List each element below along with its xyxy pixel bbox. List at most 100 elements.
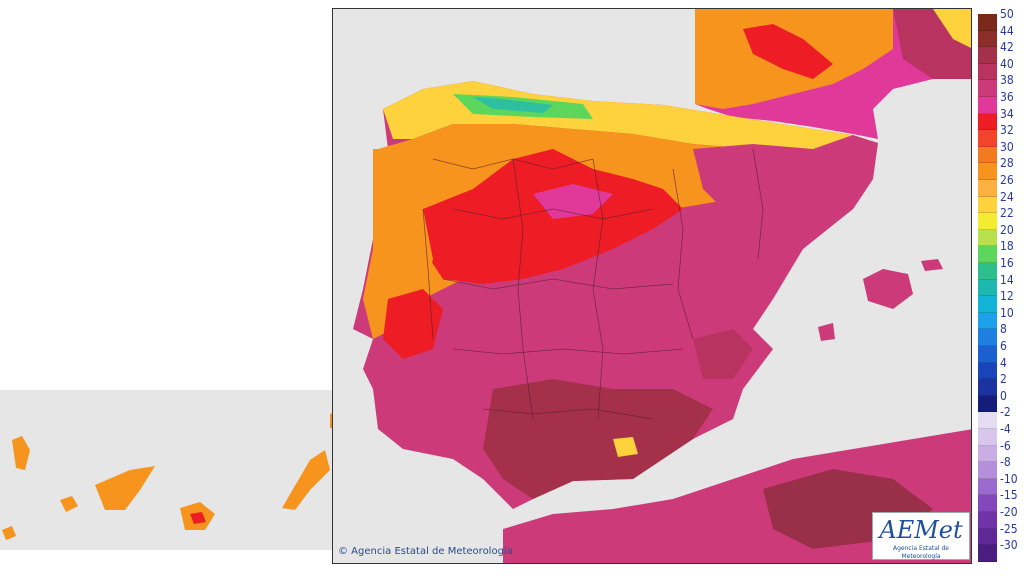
legend-entry: 34: [976, 107, 1024, 133]
legend-label: 16: [1000, 256, 1014, 270]
legend-label: 26: [1000, 173, 1014, 187]
legend-label: 44: [1000, 23, 1014, 38]
lanzarote: [330, 413, 332, 429]
legend-swatch: [978, 296, 997, 313]
legend-swatch: [978, 329, 997, 346]
legend-label: 50: [1000, 7, 1014, 21]
legend-swatch: [978, 213, 997, 230]
aemet-logo: AEMet Agencia Estatal de Meteorología: [872, 512, 970, 560]
legend-entry: 6: [976, 339, 1024, 365]
legend-swatch: [978, 63, 997, 81]
legend-label: -10: [1000, 471, 1018, 486]
logo-text: AEMet: [879, 516, 963, 544]
logo-subtitle: Agencia Estatal de Meteorología: [892, 545, 949, 560]
legend-label: 30: [1000, 139, 1014, 154]
france-red-area: [743, 24, 833, 79]
legend-label: -2: [1000, 405, 1011, 420]
gran-canaria-hot: [190, 512, 206, 524]
legend-swatch: [978, 163, 997, 180]
legend-entry: -30: [976, 538, 1024, 564]
legend-label: 24: [1000, 189, 1014, 204]
legend-label: -20: [1000, 505, 1018, 519]
legend-entry: 0: [976, 389, 1024, 415]
legend-label: -8: [1000, 455, 1011, 470]
legend-entry: 16: [976, 256, 1024, 282]
legend-swatch: [978, 495, 997, 512]
legend-entry: 8: [976, 322, 1024, 348]
legend-swatch: [978, 429, 997, 446]
canary-map-svg: [2, 413, 332, 540]
legend-label: 36: [1000, 90, 1014, 104]
legend-label: 42: [1000, 40, 1014, 55]
legend-label: 2: [1000, 372, 1007, 387]
legend-label: -30: [1000, 538, 1018, 553]
legend-swatch: [978, 263, 997, 280]
legend-label: 28: [1000, 156, 1014, 171]
legend-swatch: [978, 445, 997, 463]
legend-entry: 36: [976, 90, 1024, 116]
legend-label: 34: [1000, 106, 1014, 121]
legend-label: 38: [1000, 73, 1014, 88]
legend-swatch: [978, 130, 997, 147]
legend-swatch: [978, 113, 997, 131]
legend-label: 22: [1000, 206, 1014, 221]
legend-label: 14: [1000, 272, 1014, 287]
ibiza: [818, 323, 835, 341]
fuerteventura: [282, 450, 330, 510]
legend-entry: 14: [976, 273, 1024, 299]
legend-label: -4: [1000, 422, 1011, 436]
legend-swatch: [978, 379, 997, 396]
province-borders: [422, 148, 764, 420]
legend-entry: -6: [976, 439, 1024, 465]
legend-swatch: [978, 412, 997, 429]
legend-swatch: [978, 229, 997, 247]
temperature-map-svg: [353, 9, 971, 563]
legend-swatch: [978, 478, 997, 496]
legend-label: 4: [1000, 355, 1007, 370]
legend-swatch: [978, 80, 997, 97]
legend-label: -15: [1000, 488, 1018, 503]
south-hot: [483, 379, 713, 499]
legend-entry: 10: [976, 306, 1024, 332]
legend-entry: 4: [976, 356, 1024, 382]
la-gomera: [60, 496, 78, 512]
mallorca: [863, 269, 913, 309]
la-palma: [12, 436, 30, 470]
legend-swatch: [978, 14, 997, 31]
legend-entry: -4: [976, 422, 1024, 448]
legend-entry: 26: [976, 173, 1024, 199]
legend-label: 8: [1000, 322, 1007, 337]
canary-islands-inset: [0, 390, 332, 550]
legend-entry: 2: [976, 372, 1024, 398]
legend-entry: 38: [976, 73, 1024, 99]
menorca: [921, 259, 943, 271]
legend-swatch: [978, 196, 997, 214]
legend-swatch: [978, 246, 997, 263]
legend-entry: 50: [976, 7, 1024, 33]
legend-label: 40: [1000, 56, 1014, 71]
murcia-hot: [693, 329, 753, 379]
legend-label: -6: [1000, 438, 1011, 453]
legend-swatch: [978, 528, 997, 546]
legend-label: 10: [1000, 305, 1014, 320]
legend-swatch: [978, 146, 997, 164]
el-hierro: [2, 526, 16, 540]
cantabrian-cyan: [473, 97, 553, 113]
copyright-credit: © Agencia Estatal de Meteorología: [338, 546, 513, 557]
legend-label: -25: [1000, 521, 1018, 536]
legend-entry: 30: [976, 140, 1024, 166]
legend-entry: -2: [976, 405, 1024, 431]
legend-label: 12: [1000, 289, 1014, 304]
alps-yellow: [933, 9, 971, 48]
legend-swatch: [978, 47, 997, 64]
main-map: [332, 8, 972, 564]
legend-label: 18: [1000, 239, 1014, 254]
legend-label: 32: [1000, 123, 1014, 138]
legend-swatch: [978, 279, 997, 297]
legend-swatch: [978, 545, 997, 562]
legend-entry: -25: [976, 522, 1024, 548]
legend-entry: 18: [976, 239, 1024, 265]
legend-label: 20: [1000, 222, 1014, 237]
legend-swatch: [978, 30, 997, 48]
legend-entry: 42: [976, 40, 1024, 66]
